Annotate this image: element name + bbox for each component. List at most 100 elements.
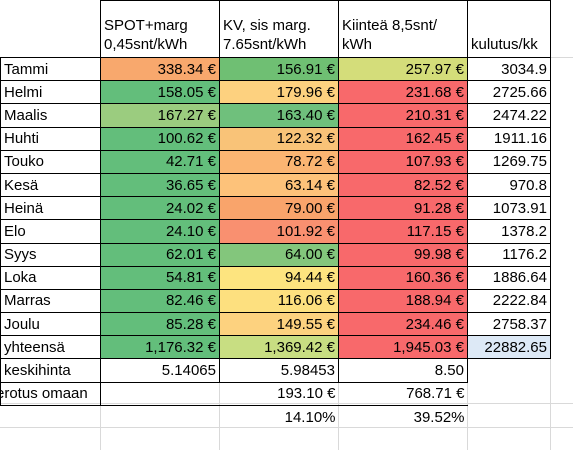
table-row: Syys 62.01 €64.00 €99.98 €1176.2 <box>0 242 551 267</box>
kv-cost-cell[interactable]: 63.14 € <box>219 172 339 198</box>
month-label[interactable]: Tammi <box>0 56 101 82</box>
average-row: keskihinta 5.14065 5.98453 8.50 <box>0 358 551 383</box>
month-label[interactable]: Heinä <box>0 196 101 221</box>
table-row: Helmi 158.05 €179.96 €231.68 €2725.66 <box>0 80 551 105</box>
usage-cell[interactable]: 1176.2 <box>467 242 551 267</box>
difference-label[interactable]: erotus omaan <box>0 381 101 406</box>
fixed-cost-cell[interactable]: 107.93 € <box>338 149 468 174</box>
usage-cell[interactable]: 2474.22 <box>467 103 551 128</box>
spot-cost-cell[interactable]: 82.46 € <box>100 288 220 314</box>
fixed-cost-cell[interactable]: 257.97 € <box>338 56 468 82</box>
table-row: Heinä 24.02 €79.00 €91.28 €1073.91 <box>0 196 551 221</box>
empty-cell[interactable] <box>468 405 551 428</box>
usage-cell[interactable]: 1073.91 <box>467 196 551 221</box>
spot-cost-cell[interactable]: 36.65 € <box>100 172 220 198</box>
spot-cost-cell[interactable]: 24.02 € <box>100 196 220 221</box>
percent-kv-cell[interactable]: 14.10% <box>284 408 336 426</box>
usage-cell[interactable]: 1269.75 <box>467 149 551 174</box>
usage-cell[interactable]: 3034.9 <box>467 56 551 82</box>
month-label[interactable]: Marras <box>0 288 101 314</box>
spot-cost-cell[interactable]: 167.27 € <box>100 103 220 128</box>
percent-row: 14.10% 39.52% <box>1 405 551 428</box>
spot-cost-cell[interactable]: 24.10 € <box>100 219 220 244</box>
corner-cell[interactable] <box>0 0 101 58</box>
usage-cell[interactable]: 2222.84 <box>467 288 551 314</box>
kv-cost-cell[interactable]: 79.00 € <box>219 196 339 221</box>
usage-cell[interactable]: 1911.16 <box>467 126 551 151</box>
table-row: Touko 42.71 €78.72 €107.93 €1269.75 <box>0 149 551 174</box>
table-row: Kesä 36.65 €63.14 €82.52 €970.8 <box>0 172 551 198</box>
spot-cost-cell[interactable]: 85.28 € <box>100 312 220 337</box>
total-label[interactable]: yhteensä <box>0 335 101 360</box>
total-spot-cell[interactable]: 1,176.32 € <box>100 335 220 360</box>
empty-cell[interactable] <box>101 405 220 428</box>
total-kv-cell[interactable]: 1,369.42 € <box>219 335 339 360</box>
average-label[interactable]: keskihinta <box>0 358 101 383</box>
average-kv-cell[interactable]: 5.98453 <box>219 358 339 383</box>
fixed-cost-cell[interactable]: 231.68 € <box>338 80 468 105</box>
table-row: Elo 24.10 €101.92 €117.15 €1378.2 <box>0 219 551 244</box>
month-label[interactable]: Touko <box>0 149 101 174</box>
month-label[interactable]: Loka <box>0 265 101 290</box>
fixed-cost-cell[interactable]: 188.94 € <box>338 288 468 314</box>
empty-cell[interactable] <box>468 382 551 405</box>
kv-cost-cell[interactable]: 116.06 € <box>219 288 339 314</box>
month-label[interactable]: Helmi <box>0 80 101 105</box>
kv-cost-cell[interactable]: 179.96 € <box>219 80 339 105</box>
empty-cell[interactable] <box>467 358 551 383</box>
difference-kv-cell[interactable]: 193.10 € <box>219 381 339 406</box>
table-row: Joulu 85.28 €149.55 €234.46 €2758.37 <box>0 312 551 337</box>
kv-cost-cell[interactable]: 122.32 € <box>219 126 339 151</box>
header-usage[interactable]: kulutus/kk <box>467 0 551 58</box>
kv-cost-cell[interactable]: 78.72 € <box>219 149 339 174</box>
month-label[interactable]: Kesä <box>0 172 101 198</box>
average-fixed-cell[interactable]: 8.50 <box>338 358 468 383</box>
header-kv[interactable]: KV, sis marg. 7.65snt/kWh <box>219 0 339 58</box>
spot-cost-cell[interactable]: 54.81 € <box>100 265 220 290</box>
spot-cost-cell[interactable]: 62.01 € <box>100 242 220 267</box>
difference-fixed-cell[interactable]: 768.71 € <box>338 381 468 406</box>
usage-cell[interactable]: 1886.64 <box>467 265 551 290</box>
total-usage-cell[interactable]: 22882.65 <box>467 335 551 360</box>
header-spot[interactable]: SPOT+marg 0,45snt/kWh <box>100 0 220 58</box>
average-spot-cell[interactable]: 5.14065 <box>100 358 220 383</box>
spot-cost-cell[interactable]: 158.05 € <box>100 80 220 105</box>
header-fixed[interactable]: Kiinteä 8,5snt/ kWh <box>338 0 468 58</box>
kv-cost-cell[interactable]: 163.40 € <box>219 103 339 128</box>
table-row: Loka 54.81 €94.44 €160.36 €1886.64 <box>0 265 551 290</box>
fixed-cost-cell[interactable]: 117.15 € <box>338 219 468 244</box>
fixed-cost-cell[interactable]: 82.52 € <box>338 172 468 198</box>
table-row: Marras 82.46 €116.06 €188.94 €2222.84 <box>0 288 551 314</box>
usage-cell[interactable]: 1378.2 <box>467 219 551 244</box>
fixed-cost-cell[interactable]: 162.45 € <box>338 126 468 151</box>
month-label[interactable]: Huhti <box>0 126 101 151</box>
kv-cost-cell[interactable]: 64.00 € <box>219 242 339 267</box>
percent-fixed-cell[interactable]: 39.52% <box>413 408 465 426</box>
kv-cost-cell[interactable]: 156.91 € <box>219 56 339 82</box>
usage-cell[interactable]: 2758.37 <box>467 312 551 337</box>
kv-cost-cell[interactable]: 101.92 € <box>219 219 339 244</box>
month-label[interactable]: Maalis <box>0 103 101 128</box>
fixed-cost-cell[interactable]: 234.46 € <box>338 312 468 337</box>
fixed-cost-cell[interactable]: 99.98 € <box>338 242 468 267</box>
spot-cost-cell[interactable]: 42.71 € <box>100 149 220 174</box>
month-label[interactable]: Elo <box>0 219 101 244</box>
fixed-cost-cell[interactable]: 160.36 € <box>338 265 468 290</box>
spot-cost-cell[interactable]: 100.62 € <box>100 126 220 151</box>
fixed-cost-cell[interactable]: 91.28 € <box>338 196 468 221</box>
usage-cell[interactable]: 2725.66 <box>467 80 551 105</box>
gridline <box>550 0 551 450</box>
spot-cost-cell[interactable]: 338.34 € <box>100 56 220 82</box>
month-label[interactable]: Joulu <box>0 312 101 337</box>
total-fixed-cell[interactable]: 1,945.03 € <box>338 335 468 360</box>
total-row: yhteensä 1,176.32 €1,369.42 €1,945.03 €22… <box>0 335 551 360</box>
month-label[interactable]: Syys <box>0 242 101 267</box>
kv-cost-cell[interactable]: 149.55 € <box>219 312 339 337</box>
empty-cell[interactable] <box>100 381 220 406</box>
usage-cell[interactable]: 970.8 <box>467 172 551 198</box>
cost-table: SPOT+marg 0,45snt/kWh KV, sis marg. 7.65… <box>0 0 551 428</box>
kv-cost-cell[interactable]: 94.44 € <box>219 265 339 290</box>
difference-label-text: erotus omaan <box>0 385 88 403</box>
fixed-cost-cell[interactable]: 210.31 € <box>338 103 468 128</box>
empty-cell[interactable] <box>1 405 101 428</box>
